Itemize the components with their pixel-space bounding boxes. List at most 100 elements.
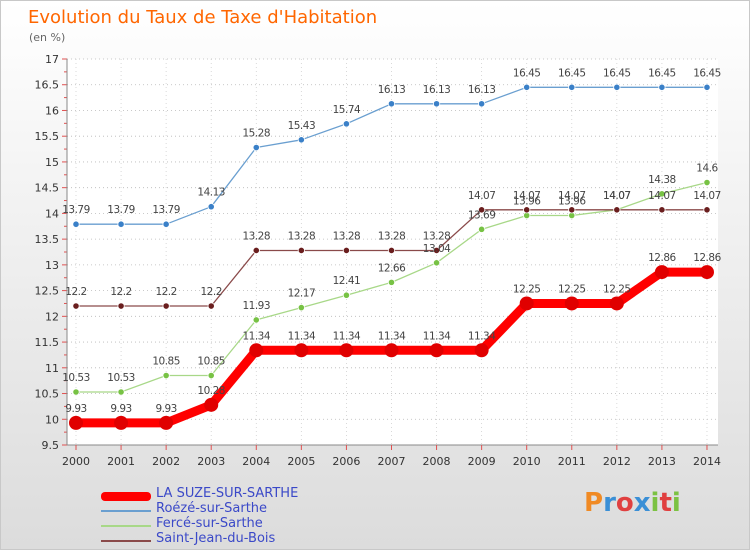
series-2 <box>72 178 711 396</box>
unit-label: (en %) <box>29 31 66 44</box>
data-label: 9.93 <box>110 403 131 415</box>
data-point <box>432 259 441 267</box>
data-label: 14.13 <box>197 187 225 199</box>
data-point <box>162 220 170 228</box>
data-label: 16.13 <box>378 84 406 96</box>
data-point <box>387 100 396 108</box>
x-tick-label: 2011 <box>558 455 586 468</box>
legend-label: LA SUZE-SUR-SARTHE <box>156 486 299 501</box>
x-tick-label: 2010 <box>513 455 541 468</box>
data-point <box>429 343 444 358</box>
data-label: 12.25 <box>603 283 631 295</box>
data-label: 12.2 <box>201 286 222 298</box>
data-point <box>117 302 125 310</box>
legend-item: Saint-Jean-du-Bois <box>101 531 351 549</box>
data-point <box>613 206 621 214</box>
y-tick-label: 9.5 <box>42 439 60 452</box>
data-point <box>162 302 170 310</box>
x-tick-label: 2014 <box>693 455 721 468</box>
data-point <box>564 296 579 311</box>
data-label: 12.25 <box>558 283 586 295</box>
x-tick-label: 2009 <box>468 455 496 468</box>
x-tick-label: 2007 <box>377 455 405 468</box>
legend-swatch <box>101 540 151 542</box>
data-label: 11.34 <box>288 330 316 342</box>
legend-item: LA SUZE-SUR-SARTHE <box>101 486 351 504</box>
data-label: 14.07 <box>603 190 631 202</box>
proxiti-logo: Proxiti <box>584 488 681 518</box>
data-point <box>387 246 396 255</box>
legend-swatch <box>101 491 151 501</box>
series-3 <box>72 206 711 310</box>
data-label: 13.28 <box>242 230 270 242</box>
data-label: 10.53 <box>107 372 135 384</box>
y-tick-label: 13.5 <box>35 233 60 246</box>
data-label: 12.17 <box>288 288 316 300</box>
data-label: 13.04 <box>423 243 451 255</box>
data-label: 16.13 <box>468 84 496 96</box>
data-point <box>207 203 215 211</box>
data-label: 12.86 <box>693 252 721 264</box>
data-point <box>69 415 83 430</box>
data-label: 13.79 <box>107 204 135 216</box>
data-label: 12.2 <box>155 286 176 298</box>
data-point <box>432 100 441 108</box>
data-point <box>387 278 396 286</box>
data-label: 12.66 <box>378 262 406 274</box>
data-label: 11.34 <box>242 330 270 342</box>
data-label: 13.28 <box>378 230 406 242</box>
data-point <box>249 343 264 358</box>
legend-label: Roézé-sur-Sarthe <box>156 501 268 516</box>
data-point <box>339 343 354 358</box>
data-label: 12.2 <box>65 286 86 298</box>
data-label: 10.85 <box>152 356 180 368</box>
data-point <box>568 83 576 91</box>
data-point <box>519 296 534 311</box>
x-tick-label: 2005 <box>287 455 315 468</box>
data-point <box>658 190 666 198</box>
data-point <box>297 136 305 144</box>
data-label: 13.96 <box>513 195 541 207</box>
data-point <box>568 206 576 214</box>
data-point <box>654 265 669 280</box>
logo-letter: P <box>584 488 604 518</box>
logo-letter: o <box>615 488 634 518</box>
logo-letter: i <box>671 488 681 518</box>
data-label: 11.34 <box>333 330 361 342</box>
logo-letter: t <box>659 488 672 518</box>
logo-letter: i <box>650 488 660 518</box>
data-point <box>523 83 531 91</box>
data-point <box>204 397 219 412</box>
data-label: 11.34 <box>468 330 496 342</box>
data-point <box>478 206 486 214</box>
data-label: 13.28 <box>423 230 451 242</box>
y-tick-label: 11.5 <box>35 336 60 349</box>
data-label: 10.28 <box>197 385 225 397</box>
legend-swatch <box>101 510 151 512</box>
data-label: 14.07 <box>693 190 721 202</box>
data-label: 16.45 <box>693 67 721 79</box>
x-tick-label: 2004 <box>242 455 270 468</box>
data-label: 16.45 <box>558 67 586 79</box>
data-point <box>297 246 305 255</box>
data-point <box>117 220 125 228</box>
data-label: 9.93 <box>65 403 86 415</box>
y-tick-label: 12.5 <box>35 285 60 298</box>
data-point <box>703 83 711 91</box>
data-point <box>384 343 399 358</box>
y-tick-label: 16.5 <box>35 79 60 92</box>
data-point <box>342 246 351 255</box>
y-tick-label: 14 <box>45 207 59 220</box>
data-point <box>72 388 80 396</box>
data-point <box>523 206 531 214</box>
y-tick-label: 11 <box>45 362 59 375</box>
logo-letter: x <box>633 488 651 518</box>
data-label: 16.13 <box>423 84 451 96</box>
legend-item: Roézé-sur-Sarthe <box>101 501 351 519</box>
data-label: 16.45 <box>648 67 676 79</box>
x-tick-label: 2006 <box>332 455 360 468</box>
data-label: 16.45 <box>603 67 631 79</box>
x-tick-label: 2003 <box>197 455 225 468</box>
